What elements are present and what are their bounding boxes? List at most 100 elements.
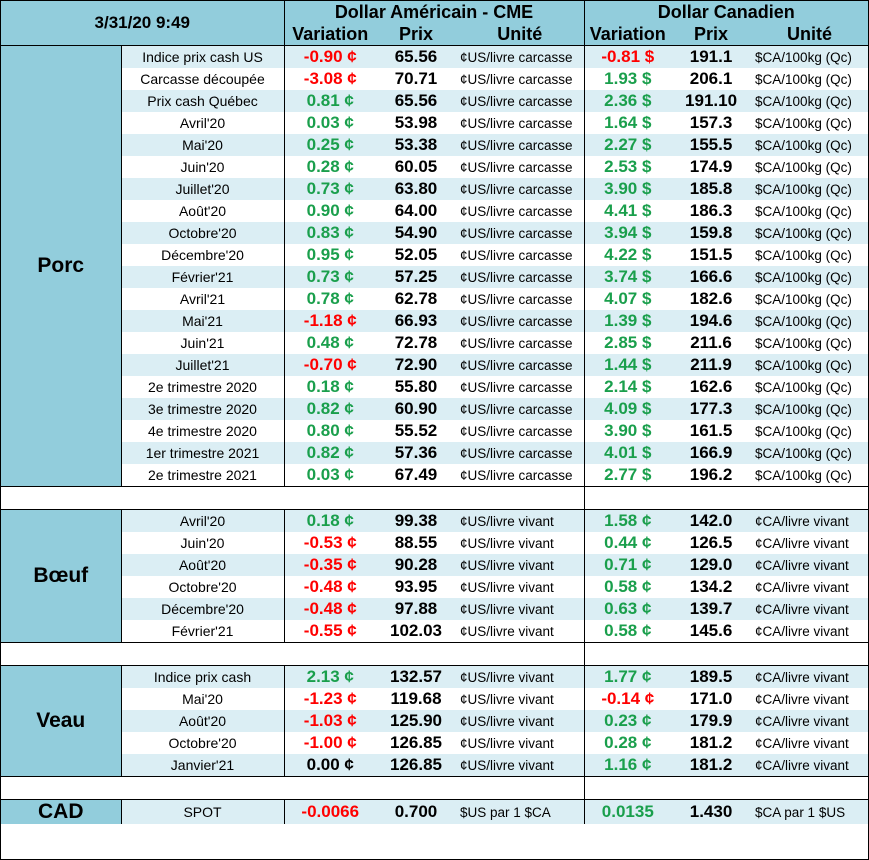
cad-unit: $CA/100kg (Qc): [751, 398, 868, 420]
cad-price: 142.0: [671, 509, 752, 532]
cad-variation: 4.01 $: [583, 442, 672, 464]
usd-variation: 0.18 ¢: [283, 376, 376, 398]
usd-variation: -0.55 ¢: [283, 620, 376, 643]
cad-variation: 0.28 ¢: [583, 732, 672, 754]
section-label-1: Bœuf: [1, 509, 122, 643]
cad-unit: $CA/100kg (Qc): [751, 244, 868, 266]
usd-price: 60.90: [376, 398, 456, 420]
usd-price: 72.78: [376, 332, 456, 354]
cad-variation: 3.74 $: [583, 266, 672, 288]
cad-variation: 4.07 $: [583, 288, 672, 310]
usd-price: 90.28: [376, 554, 456, 576]
usd-price: 55.52: [376, 420, 456, 442]
usd-price: 57.36: [376, 442, 456, 464]
usd-variation: -0.90 ¢: [283, 45, 376, 68]
usd-unit: ¢US/livre carcasse: [456, 200, 585, 222]
blank-cell: [583, 486, 868, 510]
cad-unit: ¢CA/livre vivant: [751, 598, 868, 620]
cad-variation: 3.90 $: [583, 178, 672, 200]
cad-variation: 3.90 $: [583, 420, 672, 442]
cad-unit: $CA/100kg (Qc): [751, 45, 868, 68]
usd-variation: 0.83 ¢: [283, 222, 376, 244]
cad-unit: $CA/100kg (Qc): [751, 90, 868, 112]
cad-variation: 1.39 $: [583, 310, 672, 332]
cad-price: 166.6: [671, 266, 752, 288]
row-label: Indice prix cash: [121, 665, 284, 688]
usd-price: 119.68: [376, 688, 456, 710]
row-label: Juin'20: [121, 532, 284, 554]
blank-cell: [583, 642, 868, 666]
table-row: 2e trimestre 2021 0.03 ¢ 67.49 ¢US/livre ca…: [1, 464, 868, 487]
usd-variation: 0.03 ¢: [283, 464, 376, 487]
cad-title: Dollar Canadien: [583, 1, 868, 23]
usd-variation: -0.48 ¢: [283, 598, 376, 620]
usd-variation: -1.00 ¢: [283, 732, 376, 754]
row-label: Février'21: [121, 620, 284, 643]
cad-variation: 1.58 ¢: [583, 509, 672, 532]
usd-price: 88.55: [376, 532, 456, 554]
row-label: Carcasse découpée: [121, 68, 284, 90]
cad-unit: ¢CA/livre vivant: [751, 532, 868, 554]
cad-unit: ¢CA/livre vivant: [751, 754, 868, 777]
cad-price: 174.9: [671, 156, 752, 178]
row-label: Octobre'20: [121, 222, 284, 244]
cad-variation: 0.71 ¢: [583, 554, 672, 576]
usd-price: 125.90: [376, 710, 456, 732]
usd-price: 53.98: [376, 112, 456, 134]
usd-variation: 0.82 ¢: [283, 442, 376, 464]
cad-prix-header: Prix: [671, 23, 752, 46]
table-row: 2e trimestre 2020 0.18 ¢ 55.80 ¢US/livre ca…: [1, 376, 868, 398]
usd-unit: ¢US/livre carcasse: [456, 310, 585, 332]
table-row: Octobre'20 -1.00 ¢ 126.85 ¢US/livre vivant 0…: [1, 732, 868, 754]
cad-unit: ¢CA/livre vivant: [751, 554, 868, 576]
table-row: Mai'21 -1.18 ¢ 66.93 ¢US/livre carcasse 1.39…: [1, 310, 868, 332]
cad-price: 206.1: [671, 68, 752, 90]
row-label: Décembre'20: [121, 598, 284, 620]
cad-price: 185.8: [671, 178, 752, 200]
row-label: Avril'20: [121, 509, 284, 532]
cad-unit: $CA par 1 $US: [751, 799, 868, 824]
usd-price: 97.88: [376, 598, 456, 620]
usd-variation: -1.18 ¢: [283, 310, 376, 332]
row-label: Juin'20: [121, 156, 284, 178]
table-row: Juin'20 -0.53 ¢ 88.55 ¢US/livre vivant 0.44 …: [1, 532, 868, 554]
cad-price: 196.2: [671, 464, 752, 487]
table-row: Veau Indice prix cash 2.13 ¢ 132.57 ¢US/livr…: [1, 665, 868, 777]
cad-price: 151.5: [671, 244, 752, 266]
usd-unit: ¢US/livre carcasse: [456, 376, 585, 398]
usd-unit: ¢US/livre vivant: [456, 598, 585, 620]
cad-variation: 0.44 ¢: [583, 532, 672, 554]
blank-cell: [1, 486, 585, 510]
cad-unit: $CA/100kg (Qc): [751, 442, 868, 464]
usd-unit: ¢US/livre vivant: [456, 732, 585, 754]
cad-price: 162.6: [671, 376, 752, 398]
cad-price: 166.9: [671, 442, 752, 464]
table-row: 3e trimestre 2020 0.82 ¢ 60.90 ¢US/livre ca…: [1, 398, 868, 420]
cad-variation: 1.64 $: [583, 112, 672, 134]
usd-unit: $US par 1 $CA: [456, 799, 585, 824]
cad-price: 194.6: [671, 310, 752, 332]
row-label: Mai'21: [121, 310, 284, 332]
usd-unite-header: Unité: [456, 23, 585, 46]
row-label: Octobre'20: [121, 576, 284, 598]
cad-unit: $CA/100kg (Qc): [751, 354, 868, 376]
row-label: Juillet'20: [121, 178, 284, 200]
cad-price: 189.5: [671, 665, 752, 688]
usd-variation: 0.78 ¢: [283, 288, 376, 310]
section-label-3: CAD: [1, 799, 122, 824]
usd-price: 54.90: [376, 222, 456, 244]
blank-cell: [1, 642, 585, 666]
cad-price: 1.430: [671, 799, 752, 824]
cad-variation: 1.16 ¢: [583, 754, 672, 777]
cad-variation: 0.58 ¢: [583, 576, 672, 598]
cad-variation: 4.22 $: [583, 244, 672, 266]
usd-price: 53.38: [376, 134, 456, 156]
cad-variation: -0.81 $: [583, 45, 672, 68]
row-label: Août'20: [121, 710, 284, 732]
table-row: Mai'20 0.25 ¢ 53.38 ¢US/livre carcasse 2.27 …: [1, 134, 868, 156]
row-label: Prix cash Québec: [121, 90, 284, 112]
row-label: Février'21: [121, 266, 284, 288]
usd-price: 70.71: [376, 68, 456, 90]
cad-variation: 2.14 $: [583, 376, 672, 398]
row-label: Avril'20: [121, 112, 284, 134]
